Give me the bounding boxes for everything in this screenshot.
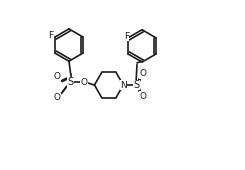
Text: O: O <box>139 92 147 100</box>
Text: O: O <box>81 78 88 87</box>
Text: O: O <box>54 72 61 81</box>
Text: N: N <box>120 81 127 89</box>
Text: S: S <box>133 80 139 90</box>
Text: O: O <box>54 93 61 102</box>
Text: F: F <box>124 32 129 41</box>
Text: F: F <box>48 31 53 40</box>
Text: O: O <box>139 70 147 78</box>
Text: S: S <box>68 78 74 87</box>
